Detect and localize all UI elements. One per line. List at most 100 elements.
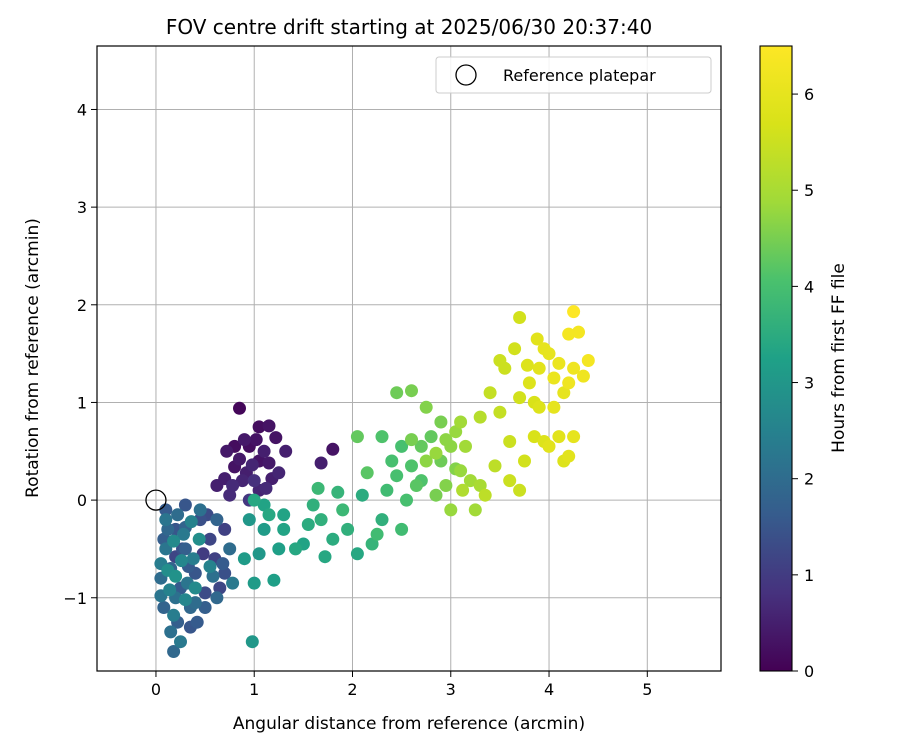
scatter-point	[257, 444, 271, 458]
scatter-point	[247, 493, 261, 507]
scatter-point	[547, 371, 561, 385]
reference-marker	[145, 489, 167, 511]
scatter-point	[203, 532, 217, 546]
scatter-point	[159, 513, 173, 527]
scatter-point	[188, 596, 202, 610]
scatter-point	[419, 400, 433, 414]
scatter-point	[547, 400, 561, 414]
scatter-point	[226, 479, 240, 492]
scatter-point	[341, 522, 355, 536]
scatter-point	[562, 327, 576, 341]
scatter-point	[562, 376, 576, 390]
scatter-point	[257, 522, 271, 536]
scatter-point	[542, 439, 556, 453]
scatter-point	[233, 452, 246, 466]
legend-reference-marker-icon	[455, 64, 477, 86]
scatter-point	[235, 474, 249, 488]
scatter-point	[552, 430, 566, 444]
scatter-point	[532, 361, 546, 375]
scatter-point	[513, 483, 527, 497]
scatter-point	[473, 479, 487, 492]
x-tick-label: 2	[347, 680, 357, 699]
y-tick-label: 1	[77, 393, 87, 412]
y-tick-label: 0	[77, 491, 87, 510]
scatter-point	[375, 430, 389, 444]
scatter-point	[279, 444, 293, 458]
scatter-point	[355, 488, 369, 502]
scatter-point	[488, 459, 502, 473]
scatter-point	[169, 569, 183, 583]
scatter-point	[318, 550, 332, 564]
scatter-point	[557, 386, 571, 400]
scatter-point	[537, 342, 551, 356]
x-axis-label: Angular distance from reference (arcmin)	[233, 714, 585, 734]
scatter-point	[576, 369, 590, 383]
scatter-point	[572, 325, 585, 339]
colorbar-label: Hours from first FF file	[829, 263, 849, 453]
scatter-point	[419, 454, 433, 468]
scatter-point	[157, 601, 171, 614]
scatter-point	[252, 547, 266, 561]
scatter-point	[188, 581, 202, 595]
y-axis-label: Rotation from reference (arcmin)	[23, 218, 43, 498]
scatter-point	[390, 386, 404, 400]
scatter-point	[314, 456, 328, 470]
y-tick-label: −1	[63, 589, 87, 608]
y-tick-label: 2	[77, 296, 87, 315]
scatter-point	[198, 586, 212, 600]
scatter-point	[522, 376, 536, 390]
x-tick-label: 0	[151, 680, 161, 699]
scatter-point	[272, 466, 286, 480]
scatter-point	[503, 435, 517, 448]
scatter-point	[400, 493, 413, 507]
scatter-point	[167, 534, 181, 548]
scatter-point	[198, 601, 212, 614]
scatter-point	[405, 384, 418, 398]
colorbar-tick-label: 0	[804, 662, 814, 681]
scatter-point	[171, 508, 185, 522]
scatter-point	[456, 483, 470, 497]
scatter-point	[190, 615, 204, 629]
scatter-point	[532, 400, 546, 414]
scatter-point	[210, 513, 224, 527]
scatter-point	[405, 433, 418, 447]
scatter-point	[206, 569, 220, 583]
scatter-point	[245, 635, 259, 649]
scatter-point	[483, 386, 497, 400]
scatter-point	[186, 552, 200, 566]
scatter-point	[216, 557, 230, 571]
scatter-point	[249, 433, 263, 447]
scatter-point	[360, 466, 374, 480]
scatter-point	[161, 522, 175, 536]
x-tick-label: 5	[642, 680, 652, 699]
scatter-point	[439, 433, 453, 447]
scatter-point	[331, 485, 345, 499]
scatter-point	[247, 576, 261, 590]
scatter-point	[365, 537, 379, 551]
scatter-point	[503, 474, 517, 488]
scatter-point	[380, 483, 394, 497]
colorbar	[759, 45, 793, 672]
scatter-point	[167, 645, 181, 658]
scatter-point	[259, 481, 273, 495]
scatter-point	[581, 354, 595, 367]
scatter-point	[245, 458, 259, 472]
x-tick-label: 1	[249, 680, 259, 699]
x-axis-ticks: 0 1 2 3 4 5	[151, 671, 652, 699]
scatter-point	[301, 518, 315, 531]
scatter-point	[468, 503, 482, 517]
scatter-point	[193, 503, 207, 517]
scatter-point	[175, 554, 188, 568]
scatter-point	[463, 474, 477, 488]
scatter-point	[262, 456, 276, 470]
scatter-point	[167, 608, 181, 622]
scatter-point	[178, 542, 192, 556]
scatter-point	[311, 481, 325, 495]
scatter-point	[424, 430, 438, 444]
legend-box	[435, 56, 712, 94]
scatter-point	[314, 513, 328, 527]
scatter-point	[159, 503, 173, 517]
scatter-point	[326, 532, 340, 546]
